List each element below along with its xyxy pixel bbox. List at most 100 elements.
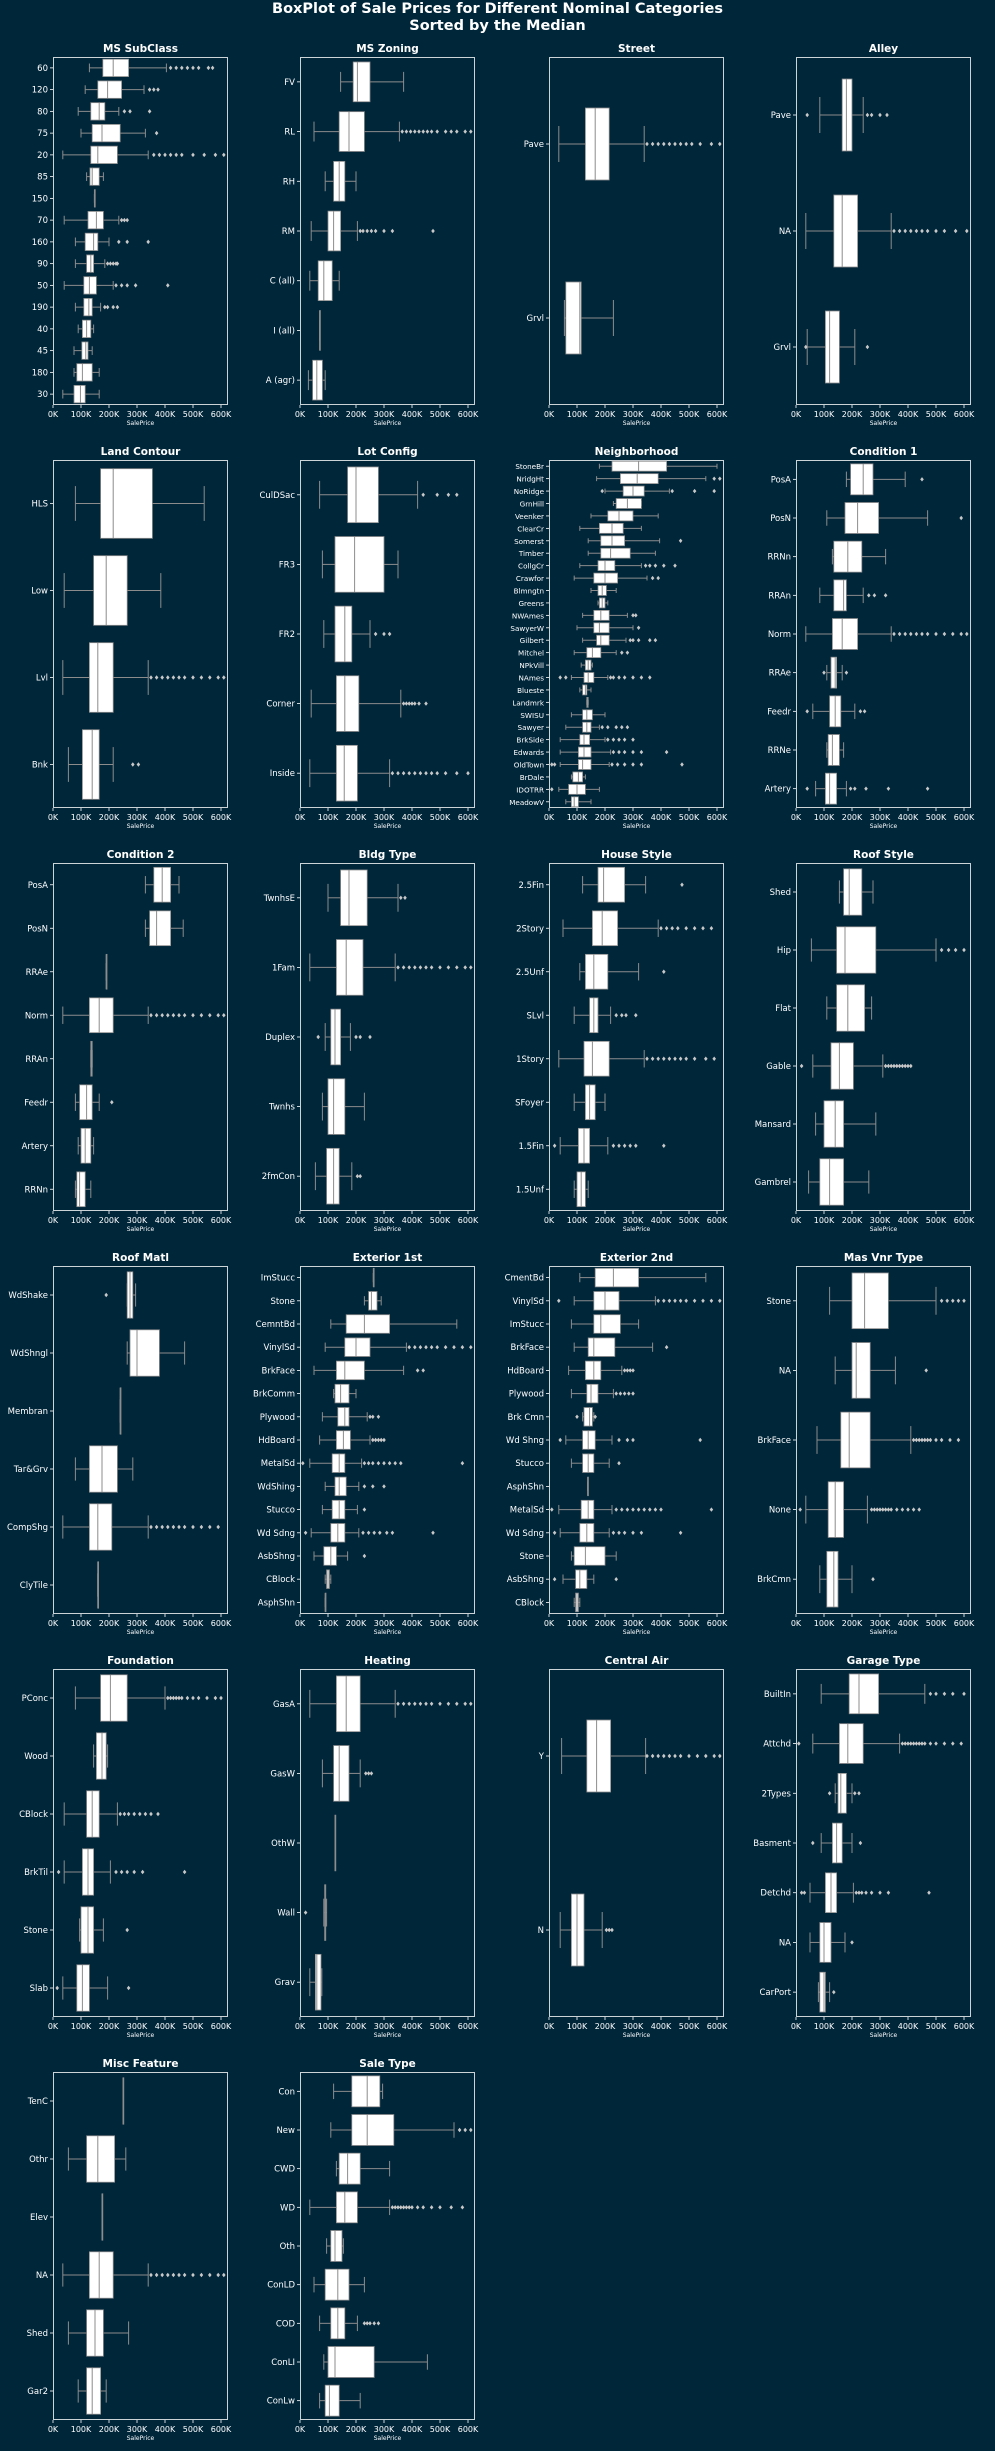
outlier-point — [871, 1577, 875, 1582]
x-tick-label: 100K — [318, 1216, 339, 1225]
box-detchd: Detchd — [760, 1872, 931, 1913]
box-iqr — [826, 1550, 839, 1608]
x-tick-label: 400K — [651, 1619, 672, 1628]
outlier-point — [146, 239, 150, 245]
outlier-point — [712, 1753, 716, 1759]
outlier-point — [673, 141, 677, 147]
outlier-point — [709, 141, 714, 147]
box-brkcomm: BrkComm — [253, 1383, 357, 1404]
box-iqr — [851, 1272, 889, 1330]
x-axis-label: SalePrice — [127, 1226, 155, 1233]
outlier-point — [376, 2321, 381, 2326]
plot-frame — [53, 460, 228, 808]
outlier-point — [133, 283, 138, 288]
outlier-point — [390, 228, 395, 234]
x-tick-label: 500K — [679, 813, 700, 822]
y-tick-label: CBlock — [515, 1598, 544, 1608]
box-iqr — [611, 460, 667, 472]
outlier-point — [678, 1298, 683, 1303]
box-iqr — [351, 2075, 381, 2108]
outlier-point — [174, 65, 178, 71]
box-iqr — [622, 485, 645, 497]
chart-title: Roof Style — [853, 849, 914, 861]
plot-frame — [300, 1266, 475, 1614]
box-y: Y — [538, 1719, 722, 1793]
box-attchd: Attchd — [763, 1723, 963, 1764]
outlier-point — [692, 1056, 697, 1061]
x-tick-label: 500K — [183, 1619, 204, 1628]
y-tick-label: HdBoard — [258, 1436, 295, 1446]
x-tick-label: 100K — [814, 2022, 835, 2031]
x-tick-label: 200K — [99, 813, 120, 822]
outlier-point — [664, 926, 669, 931]
outlier-point — [914, 1741, 919, 1746]
x-tick-label: 100K — [71, 1619, 92, 1628]
outlier-point — [410, 701, 414, 706]
x-tick-label: 300K — [374, 1216, 395, 1225]
box-rrae: RRAe — [26, 953, 108, 990]
box-iqr — [832, 618, 859, 650]
box-iqr — [327, 2346, 375, 2378]
outlier-point — [862, 709, 867, 714]
plot-frame — [549, 57, 724, 405]
chart-title: Neighborhood — [595, 446, 679, 458]
outlier-point — [634, 613, 638, 618]
y-tick-label: FR3 — [279, 560, 295, 570]
outlier-point — [222, 1013, 226, 1018]
box-sfoyer: SFoyer — [515, 1084, 606, 1121]
x-axis-label: SalePrice — [127, 2032, 155, 2039]
outlier-point — [662, 969, 666, 974]
outlier-point — [401, 2205, 406, 2210]
y-tick-label: CarPort — [760, 1988, 792, 1998]
outlier-point — [914, 228, 919, 234]
y-tick-label: Flat — [775, 1004, 791, 1014]
box-i-all-: I (all) — [273, 310, 321, 351]
outlier-point — [897, 1063, 902, 1069]
x-axis-label: SalePrice — [623, 2032, 651, 2039]
outlier-point — [362, 1484, 367, 1489]
outlier-point — [168, 65, 173, 71]
x-tick-label: 500K — [926, 1619, 947, 1628]
y-tick-label: Bnk — [32, 761, 48, 771]
x-tick-label: 100K — [71, 1216, 92, 1225]
box-cblock: CBlock — [515, 1592, 581, 1613]
outlier-point — [709, 926, 714, 931]
y-tick-label: TenC — [27, 2097, 48, 2107]
outlier-point — [923, 1437, 927, 1443]
outlier-point — [704, 1753, 708, 1759]
y-tick-label: Detchd — [760, 1889, 791, 1899]
box-iqr — [843, 868, 863, 916]
outlier-point — [429, 1345, 434, 1350]
outlier-point — [415, 2205, 420, 2210]
y-tick-label: Feedr — [767, 707, 791, 717]
outlier-point — [600, 488, 604, 494]
box-45: 45 — [37, 341, 93, 360]
outlier-point — [684, 926, 688, 931]
chart-title: House Style — [601, 849, 672, 861]
outlier-point — [390, 771, 395, 776]
box-120: 120 — [32, 80, 160, 99]
box-iqr — [594, 1267, 640, 1288]
x-tick-label: 400K — [898, 813, 919, 822]
y-tick-label: 60 — [37, 64, 48, 74]
box-wdshing: WdShing — [257, 1476, 386, 1497]
boxplot-exterior-2nd: Exterior 2nd 0K 100K 200K 300K 400K 500K 600K Sa… — [505, 1252, 728, 1636]
x-tick-label: 600K — [458, 410, 479, 419]
outlier-point — [108, 261, 113, 266]
box-iqr — [76, 363, 93, 382]
y-tick-label: Plywood — [509, 1390, 544, 1400]
box-1-5fin: 1.5Fin — [518, 1127, 666, 1164]
outlier-point — [869, 1890, 874, 1895]
plot-frame — [300, 57, 475, 405]
y-tick-label: 150 — [32, 194, 48, 204]
y-tick-label: Artery — [765, 785, 791, 795]
outlier-point — [692, 926, 697, 931]
box-iqr — [317, 260, 333, 301]
x-tick-label: 100K — [71, 2425, 92, 2434]
box-shed: Shed — [27, 2309, 130, 2357]
outlier-point — [615, 762, 620, 767]
outlier-point — [622, 1391, 627, 1396]
outlier-point — [131, 762, 135, 767]
outlier-point — [942, 228, 947, 234]
outlier-point — [593, 1414, 597, 1419]
